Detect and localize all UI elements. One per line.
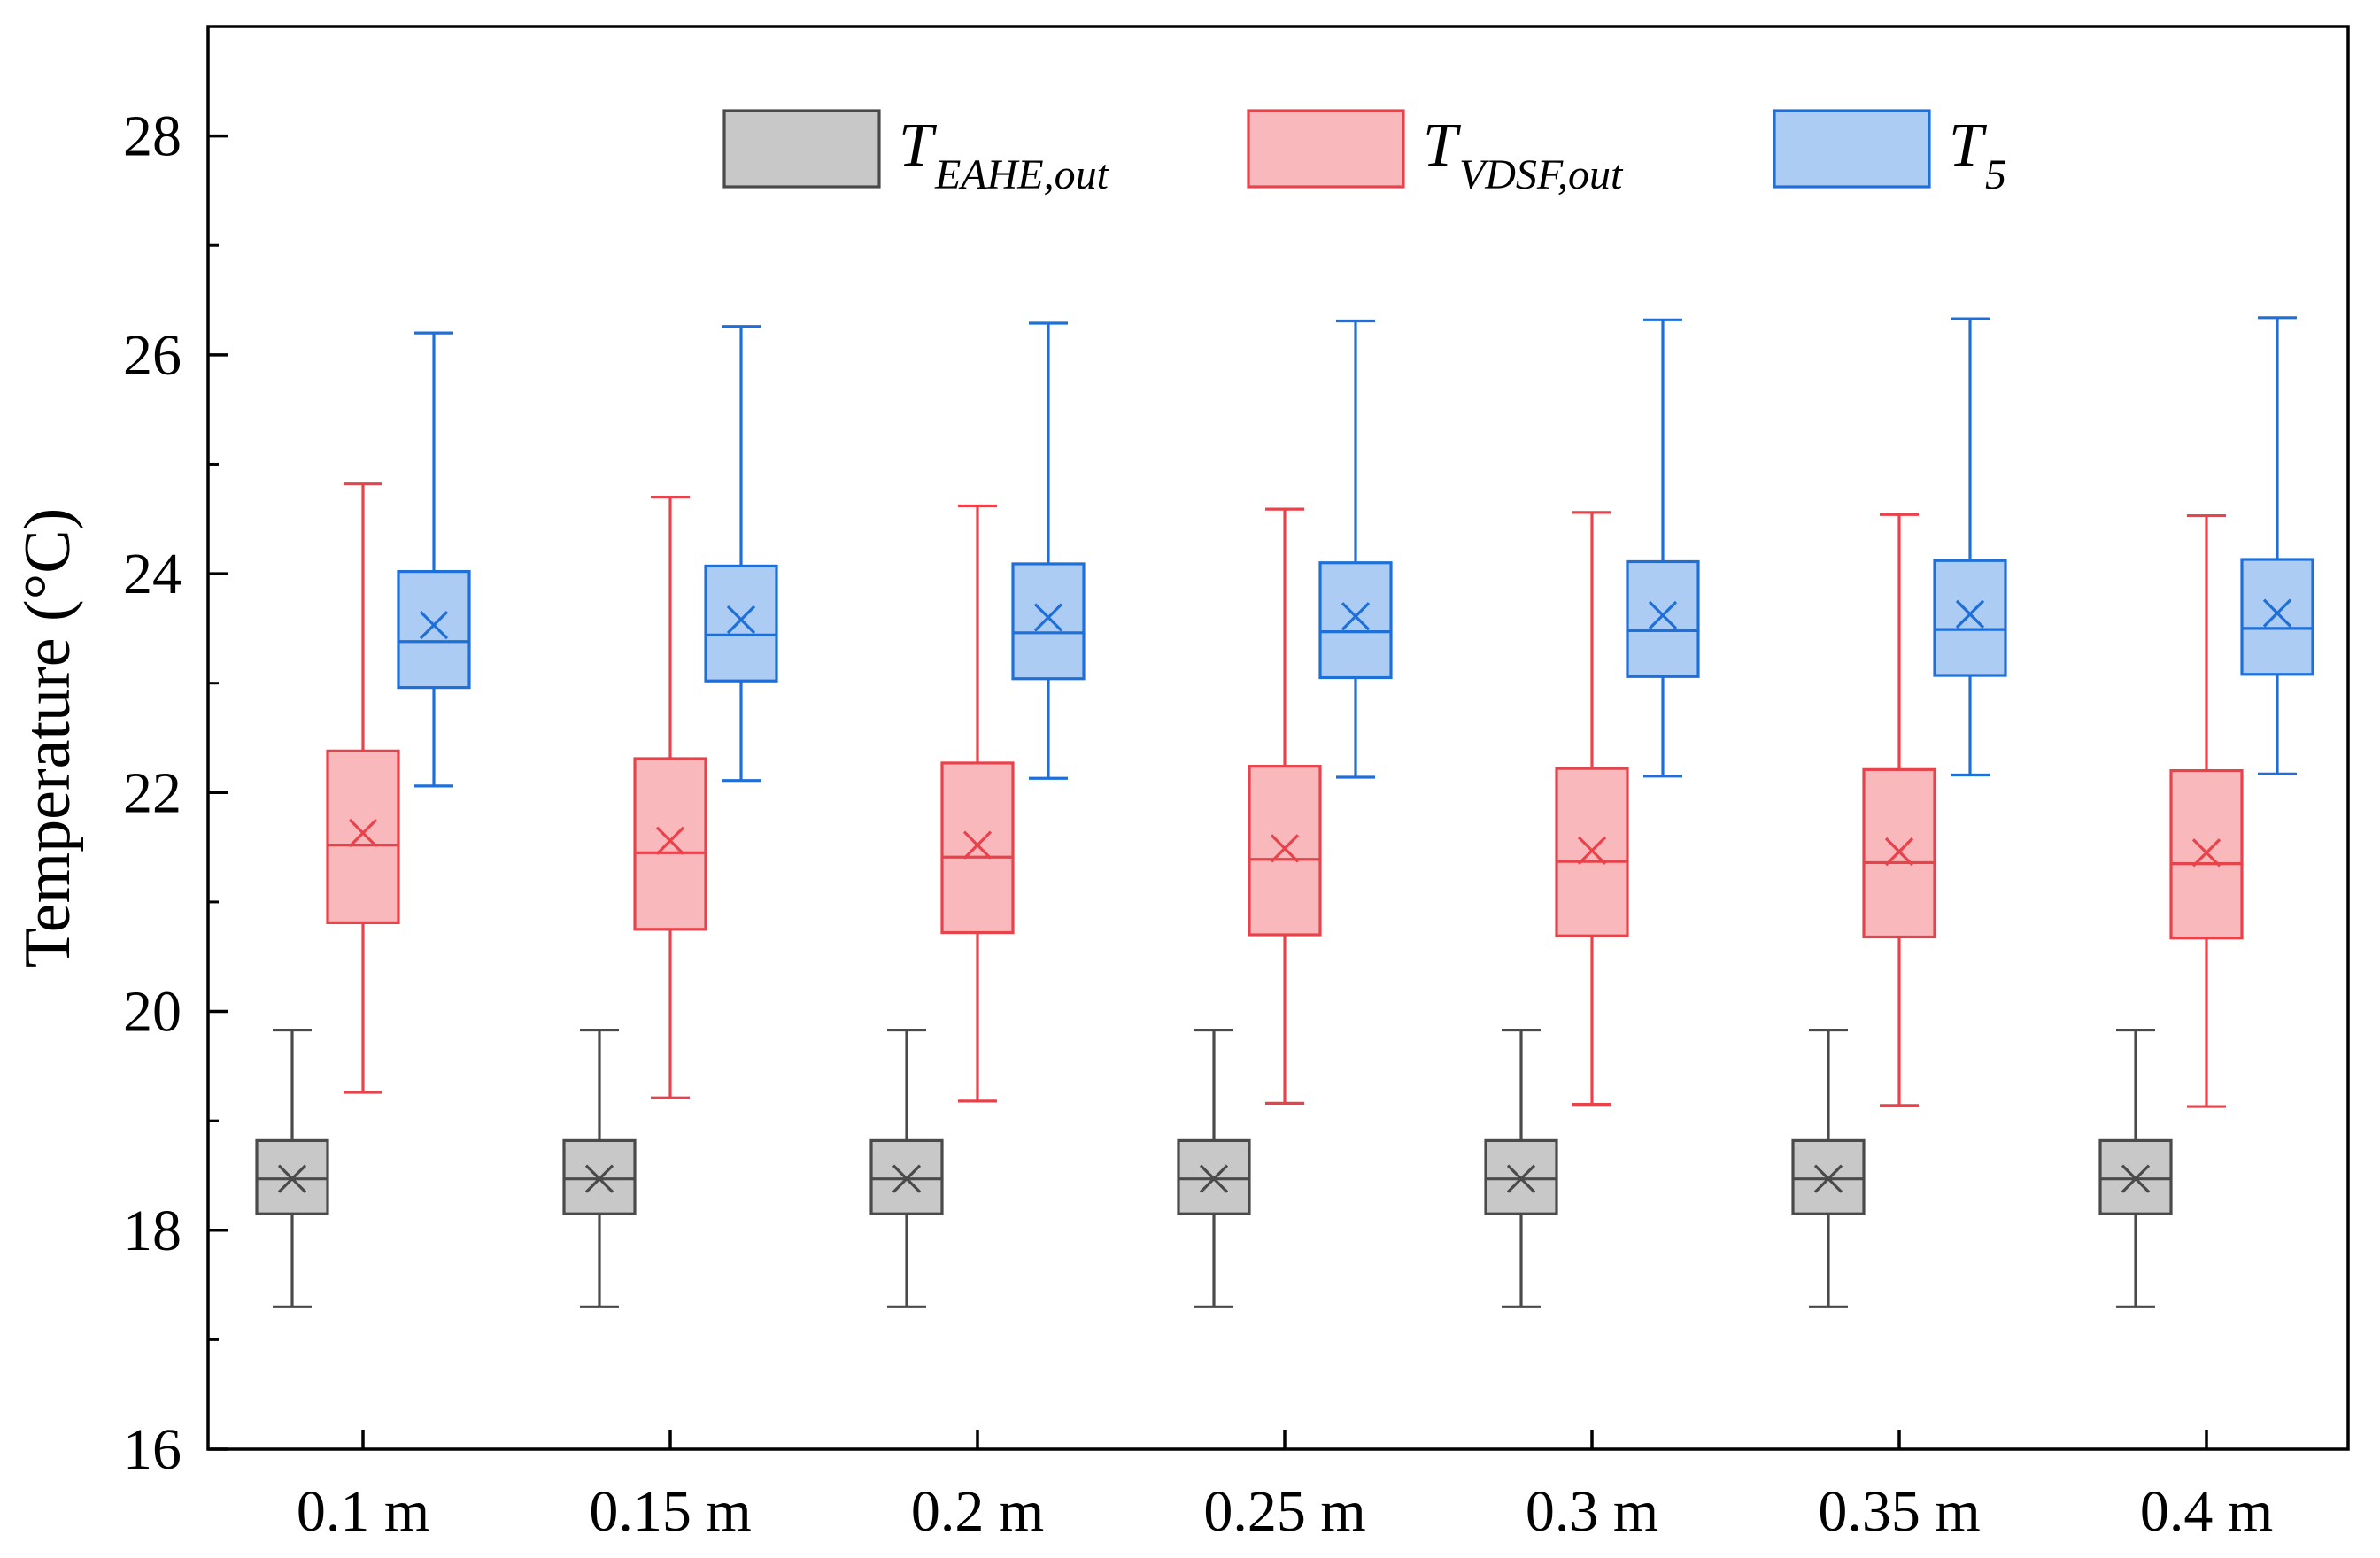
mean-marker — [1506, 1164, 1536, 1193]
iqr-box — [326, 749, 400, 925]
mean-marker — [1884, 837, 1914, 867]
iqr-box — [397, 570, 471, 690]
box-T_VDSF,out-5 — [1862, 513, 1936, 1107]
mean-marker — [1341, 602, 1371, 631]
legend-swatch — [1773, 109, 1931, 189]
mean-marker — [277, 1164, 307, 1193]
mean-marker — [584, 1164, 614, 1193]
mean-marker — [1813, 1164, 1843, 1193]
x-tick-label: 0.1 m — [297, 1479, 429, 1544]
x-tick-label: 0.4 m — [2140, 1479, 2273, 1544]
iqr-box — [704, 564, 778, 683]
box-T_EAHE,out-4 — [1484, 1028, 1558, 1308]
x-tick-label: 0.15 m — [589, 1479, 751, 1544]
y-tick-label: 22 — [123, 760, 182, 825]
legend-swatch — [1247, 109, 1405, 189]
mean-marker — [1033, 603, 1063, 632]
legend: TEAHE,out TVDSF,out T5 — [722, 109, 2006, 198]
legend-item-1: TVDSF,out — [1247, 109, 1624, 198]
mean-marker — [2262, 598, 2292, 628]
iqr-box — [1318, 561, 1393, 680]
mean-marker — [726, 605, 756, 635]
iqr-box — [1177, 1138, 1251, 1215]
x-tick-label: 0.25 m — [1203, 1479, 1365, 1544]
legend-item-2: T5 — [1773, 109, 2006, 198]
box-T_VDSF,out-4 — [1555, 511, 1629, 1107]
legend-label-main: T — [899, 112, 938, 180]
legend-label: TVDSF,out — [1423, 112, 1624, 198]
box-T_VDSF,out-3 — [1248, 507, 1322, 1105]
mean-marker — [655, 826, 685, 855]
legend-item-0: TEAHE,out — [722, 109, 1110, 198]
y-tick-label: 16 — [123, 1417, 182, 1482]
mean-marker — [1577, 836, 1607, 865]
mean-marker — [348, 818, 378, 848]
legend-label: TEAHE,out — [899, 112, 1110, 198]
box-T_5-5 — [1933, 317, 2007, 777]
box-T_VDSF,out-2 — [940, 504, 1015, 1103]
box-T_VDSF,out-6 — [2169, 513, 2244, 1108]
legend-label-subscript: VDSF,out — [1459, 151, 1624, 198]
mean-marker — [419, 611, 449, 640]
legend-label: T5 — [1949, 112, 2006, 198]
box-T_5-2 — [1011, 321, 1086, 780]
box-series-layer — [255, 316, 2314, 1308]
box-T_5-0 — [397, 331, 471, 788]
iqr-box — [2240, 558, 2314, 676]
legend-label-main: T — [1423, 112, 1462, 180]
mean-marker — [2121, 1164, 2151, 1193]
y-tick-label: 24 — [123, 542, 182, 606]
box-T_5-6 — [2240, 316, 2314, 775]
box-T_EAHE,out-3 — [1177, 1028, 1251, 1308]
x-tick-label: 0.3 m — [1526, 1479, 1658, 1544]
y-tick-label: 20 — [123, 980, 182, 1045]
box-T_VDSF,out-1 — [633, 495, 707, 1099]
x-tick-label: 0.35 m — [1818, 1479, 1980, 1544]
axis-layer: 16 18 20 22 24 26 28 0.1 m 0.15 m 0.2 m 0.25 m 0.3 … — [123, 104, 2273, 1544]
mean-marker — [1270, 834, 1300, 863]
iqr-box — [1626, 559, 1700, 678]
legend-swatch — [722, 109, 881, 189]
y-tick-label: 18 — [123, 1199, 182, 1263]
iqr-box — [1011, 562, 1086, 681]
y-tick-label: 26 — [123, 323, 182, 388]
mean-marker — [1955, 599, 1985, 629]
box-T_5-1 — [704, 325, 778, 783]
box-T_EAHE,out-2 — [869, 1028, 944, 1308]
mean-marker — [1648, 600, 1678, 630]
box-T_5-3 — [1318, 319, 1393, 779]
iqr-box — [940, 761, 1015, 935]
y-tick-label: 28 — [123, 104, 182, 169]
legend-label-subscript: EAHE,out — [934, 151, 1110, 198]
box-T_5-4 — [1626, 318, 1700, 778]
box-T_EAHE,out-1 — [562, 1028, 637, 1308]
y-axis-title: Temperature (°C) — [12, 508, 84, 968]
box-T_EAHE,out-0 — [255, 1028, 329, 1308]
iqr-box — [1933, 559, 2007, 677]
mean-marker — [2191, 838, 2222, 868]
iqr-box — [633, 757, 707, 931]
legend-label-subscript: 5 — [1985, 151, 2006, 198]
box-T_EAHE,out-6 — [2098, 1028, 2173, 1308]
mean-marker — [962, 830, 993, 860]
box-T_VDSF,out-0 — [326, 482, 400, 1094]
mean-marker — [1199, 1164, 1229, 1193]
x-tick-label: 0.2 m — [911, 1479, 1044, 1544]
box-T_EAHE,out-5 — [1791, 1028, 1866, 1308]
legend-label-main: T — [1949, 112, 1988, 180]
iqr-box — [1248, 765, 1322, 937]
mean-marker — [892, 1164, 922, 1193]
plot-frame — [206, 25, 2350, 1451]
